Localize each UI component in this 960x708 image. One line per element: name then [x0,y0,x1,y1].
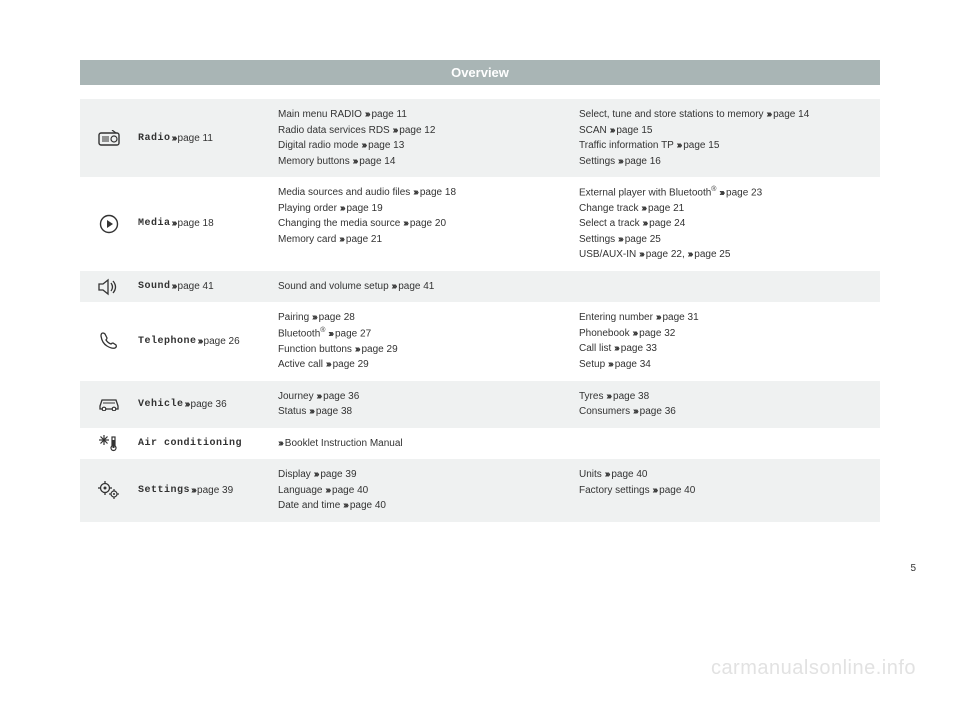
row-column-1: Pairing ››› page 28Bluetooth® ››› page 2… [278,302,579,380]
sound-icon [80,271,138,303]
row-label: Media ››› page 18 [138,177,278,271]
overview-table: Radio ››› page 11Main menu RADIO ››› pag… [80,99,880,522]
row-label: Air conditioning [138,428,278,460]
row-column-1: Display ››› page 39Language ››› page 40D… [278,459,579,522]
row-column-1: ››› Booklet Instruction Manual [278,428,579,460]
overview-header: Overview [80,60,880,85]
row-column-2: External player with Bluetooth® ››› page… [579,177,880,271]
watermark: carmanualsonline.info [711,657,916,680]
row-label: Radio ››› page 11 [138,99,278,177]
row-column-1: Media sources and audio files ››› page 1… [278,177,579,271]
row-column-2 [579,428,880,460]
table-row: Telephone ››› page 26Pairing ››› page 28… [80,302,880,380]
row-label: Settings ››› page 39 [138,459,278,522]
aircon-icon [80,428,138,460]
row-column-2: Units ››› page 40Factory settings ››› pa… [579,459,880,522]
phone-icon [80,302,138,380]
settings-icon [80,459,138,522]
table-row: Settings ››› page 39Display ››› page 39L… [80,459,880,522]
radio-icon [80,99,138,177]
page-number: 5 [910,563,916,574]
row-column-2 [579,271,880,303]
row-label: Telephone ››› page 26 [138,302,278,380]
row-column-1: Sound and volume setup ››› page 41 [278,271,579,303]
row-column-2: Tyres ››› page 38Consumers ››› page 36 [579,381,880,428]
vehicle-icon [80,381,138,428]
row-column-2: Entering number ››› page 31Phonebook ›››… [579,302,880,380]
row-label: Vehicle ››› page 36 [138,381,278,428]
table-row: Vehicle ››› page 36Journey ››› page 36St… [80,381,880,428]
media-icon [80,177,138,271]
row-column-1: Main menu RADIO ››› page 11Radio data se… [278,99,579,177]
row-column-1: Journey ››› page 36Status ››› page 38 [278,381,579,428]
table-row: Radio ››› page 11Main menu RADIO ››› pag… [80,99,880,177]
manual-page: Overview Radio ››› page 11Main menu RADI… [0,0,960,708]
table-row: Media ››› page 18Media sources and audio… [80,177,880,271]
table-row: Air conditioning››› Booklet Instruction … [80,428,880,460]
row-column-2: Select, tune and store stations to memor… [579,99,880,177]
row-label: Sound ››› page 41 [138,271,278,303]
table-row: Sound ››› page 41Sound and volume setup … [80,271,880,303]
